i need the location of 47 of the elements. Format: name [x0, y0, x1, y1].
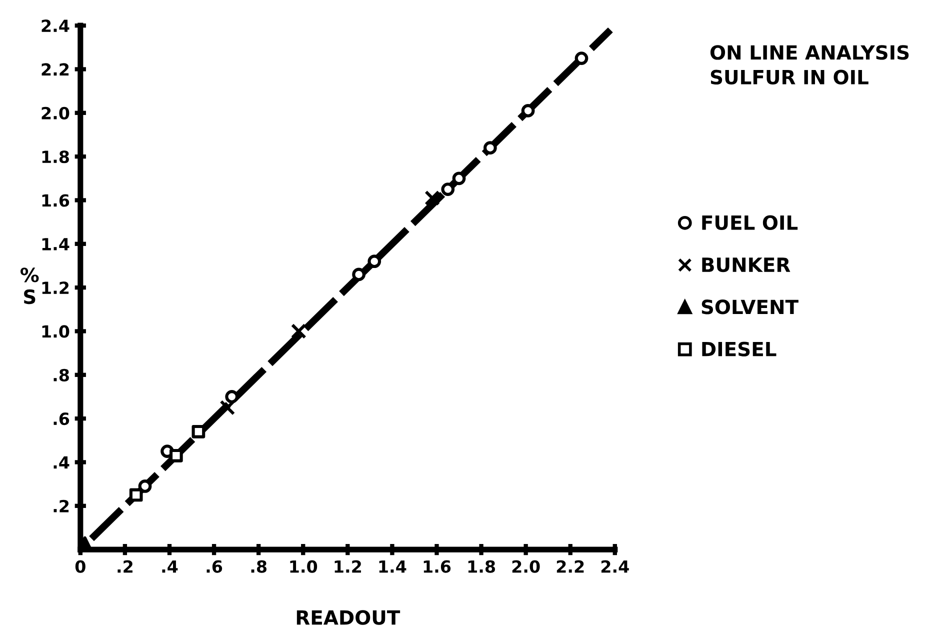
point [290, 323, 306, 339]
point [424, 190, 440, 206]
point [138, 480, 152, 493]
point [169, 448, 183, 462]
x-tick-label: 1.0 [290, 560, 318, 573]
x-tick-label: .4 [162, 560, 178, 573]
point [129, 488, 143, 502]
x-tick-label: 1.4 [379, 560, 406, 573]
y-tick-label: 1.2 [42, 282, 69, 294]
y-tick-label: .2 [54, 500, 69, 512]
y-tick-label: 1.8 [42, 150, 69, 164]
y-tick-label: 1.6 [42, 194, 70, 207]
point [484, 141, 497, 154]
y-tick-label: 2.2 [42, 63, 69, 76]
x-axis-title: READOUT [296, 610, 400, 625]
y-tick-label: .6 [54, 412, 70, 426]
x-tick-label: 1.6 [424, 560, 451, 573]
y-tick-label: 1.4 [42, 238, 70, 250]
legend-label: FUEL OIL [702, 215, 798, 230]
x-tick-label: 2.4 [601, 560, 629, 573]
y-tick-label: 2.4 [42, 20, 70, 32]
point [574, 52, 588, 65]
y-tick-label: .4 [54, 456, 70, 469]
y-tick-label: .8 [54, 368, 69, 382]
legend-label: DIESEL [702, 342, 776, 356]
text: ON LINE ANALYSIS SULFUR IN OIL [710, 45, 909, 85]
point [521, 104, 535, 118]
x-tick-label: 2.2 [556, 560, 584, 573]
point [352, 268, 366, 282]
x-tick-label: .8 [251, 560, 267, 573]
legend-label: SOLVENT [702, 300, 798, 314]
point [368, 254, 382, 268]
point [452, 172, 466, 186]
legend-label: BUNKER [702, 258, 790, 272]
x-tick-label: 1.8 [468, 560, 496, 573]
point [225, 390, 239, 404]
point [192, 424, 206, 438]
x-tick-label: .6 [206, 560, 222, 573]
y-tick-label: 1.0 [42, 325, 70, 338]
x-tick-label: 2.0 [512, 560, 540, 573]
x-tick-label: 1.2 [334, 560, 361, 573]
point [441, 182, 455, 196]
x-tick-label: .2 [118, 560, 132, 573]
point [220, 400, 236, 416]
y-axis-title: % S [20, 268, 39, 304]
y-tick-label: 2.0 [42, 106, 70, 120]
x-tick-label: 0 [75, 560, 86, 573]
